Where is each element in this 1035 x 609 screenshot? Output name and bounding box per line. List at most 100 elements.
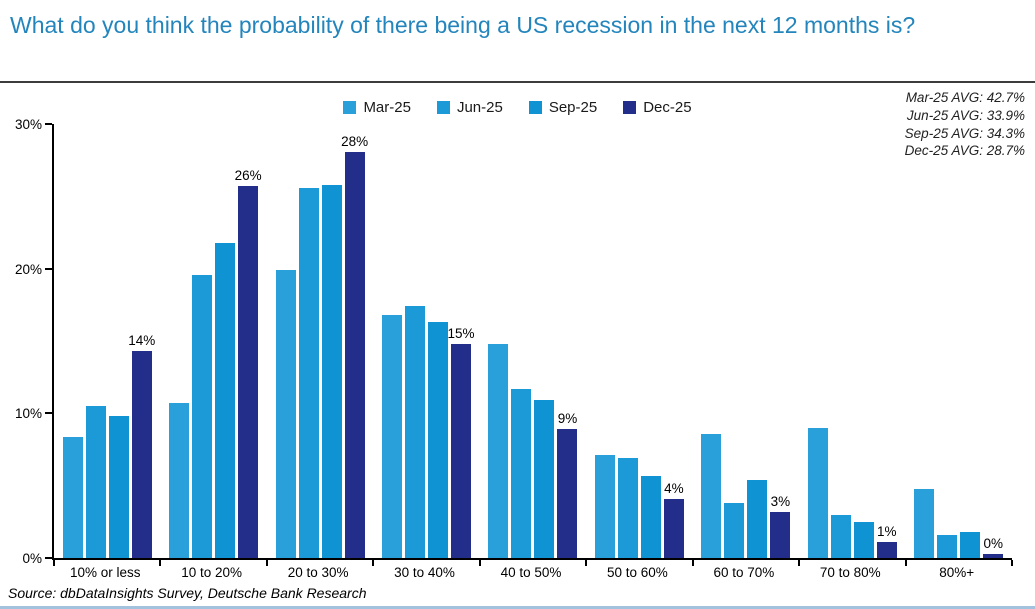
avg-line-mar: Mar-25 AVG: 42.7% (905, 90, 1025, 105)
avg-line-jun: Jun-25 AVG: 33.9% (906, 107, 1025, 123)
bar-sep-25 (321, 184, 342, 558)
plot-area: 14% 26% 28% 15% 9% 4% 3% 1% 0% 0% 10% 20% 30% (15, 117, 1013, 566)
bar-group: 4% (586, 124, 692, 558)
legend-item-sep-25: Sep-25 (528, 99, 598, 116)
bar-jun-25 (405, 306, 426, 558)
bar-cell (534, 124, 555, 558)
chart-title: What do you think the probability of the… (10, 12, 916, 38)
bar-cell (275, 124, 296, 558)
bar-data-label: 28% (341, 133, 369, 149)
y-axis-label: 0% (22, 551, 42, 566)
bar-cell (298, 124, 319, 558)
bar-jun-25 (298, 187, 319, 558)
chart-footer: Source: dbDataInsights Survey, Deutsche … (0, 585, 1035, 609)
bar-cell: 4% (663, 124, 684, 558)
y-axis-label: 10% (14, 406, 42, 422)
bar-cell (807, 124, 828, 558)
x-axis-tick (53, 560, 55, 566)
bar-group: 1% (799, 124, 905, 558)
legend-item-dec-25: Dec-25 (623, 99, 692, 116)
bar-jun-25 (85, 406, 106, 558)
bar-group: 3% (693, 124, 799, 558)
x-axis-tick (265, 560, 268, 566)
bar-group: 28% (267, 124, 373, 558)
bar-data-label: 3% (770, 493, 791, 509)
bar-sep-25 (534, 400, 555, 558)
bar-cell (511, 124, 532, 558)
bar-cell (747, 124, 768, 558)
bar-cell (853, 124, 874, 558)
bar-data-label: 26% (234, 168, 262, 184)
bar-sep-25 (747, 479, 768, 558)
x-axis-tick (585, 560, 588, 566)
bar-cell (960, 124, 981, 558)
bar-jun-25 (511, 388, 532, 558)
bar-group: 15% (373, 124, 479, 558)
bar-cell (594, 124, 615, 558)
bar-cell (405, 124, 426, 558)
x-axis-category-label: 10 to 20% (181, 565, 243, 580)
bar-sep-25 (853, 521, 874, 558)
x-axis-tick (372, 560, 375, 566)
x-axis-tick (691, 560, 694, 566)
bar-cell (914, 124, 935, 558)
bar-jun-25 (830, 514, 851, 558)
legend-label: Dec-25 (643, 99, 692, 116)
x-axis-category-label: 20 to 30% (287, 565, 349, 580)
bar-mar-25 (807, 427, 828, 558)
y-axis-tick (45, 412, 52, 415)
legend-swatch-icon (436, 101, 450, 114)
bar-cell (701, 124, 722, 558)
legend-swatch-icon (623, 101, 637, 114)
bar-cell (321, 124, 342, 558)
bar-cell (617, 124, 638, 558)
bar-data-label: 1% (877, 524, 897, 540)
bar-cell: 15% (448, 124, 475, 558)
bar-dec-25 (876, 542, 897, 558)
x-axis-tick (798, 560, 801, 566)
source-note: Source: dbDataInsights Survey, Deutsche … (8, 585, 367, 601)
bar-group: 9% (480, 124, 586, 558)
bar-cell: 28% (341, 124, 368, 558)
bar-sep-25 (215, 242, 236, 558)
y-axis-tick (45, 267, 52, 270)
legend-label: Sep-25 (548, 99, 598, 116)
bar-cell (108, 124, 129, 558)
bar-dec-25 (131, 351, 152, 558)
average-annotations: Mar-25 AVG: 42.7% Jun-25 AVG: 33.9% Sep-… (905, 89, 1025, 160)
bar-cell: 1% (876, 124, 897, 558)
bar-data-label: 0% (983, 535, 1003, 551)
x-axis-labels: 10% or less 10 to 20% 20 to 30% 30 to 40% 40… (52, 565, 1010, 580)
bar-group: 14% (54, 124, 160, 558)
bar-cell (724, 124, 745, 558)
bar-cell: 9% (557, 124, 578, 558)
bar-mar-25 (701, 433, 722, 558)
chart-header: What do you think the probability of the… (0, 0, 1035, 83)
x-axis-tick (904, 560, 907, 566)
avg-line-sep: Sep-25 AVG: 34.3% (904, 125, 1025, 141)
x-axis-category-label: 40 to 50% (500, 565, 562, 580)
x-axis-tick (478, 560, 481, 566)
bar-dec-25 (238, 186, 259, 558)
bar-cell (428, 124, 449, 558)
bar-jun-25 (724, 503, 745, 558)
y-axis-tick (45, 123, 52, 125)
bar-cell: 0% (983, 124, 1004, 558)
bar-jun-25 (192, 274, 213, 558)
bar-data-label: 9% (557, 411, 578, 427)
x-axis-category-label: 60 to 70% (713, 565, 775, 580)
chart-region: Mar-25 Jun-25 Sep-25 Dec-25 Mar-25 AVG: … (0, 83, 1035, 583)
bar-dec-25 (344, 151, 365, 558)
y-axis-label: 20% (14, 261, 42, 277)
bar-sep-25 (428, 322, 449, 558)
bar-cell: 26% (235, 124, 262, 558)
bar-data-label: 14% (128, 333, 156, 349)
legend-label: Jun-25 (456, 99, 503, 116)
legend: Mar-25 Jun-25 Sep-25 Dec-25 (0, 99, 1035, 116)
bar-sep-25 (108, 416, 129, 558)
bar-cell: 3% (770, 124, 791, 558)
x-axis-tick (159, 560, 162, 566)
y-axis-label: 30% (14, 117, 42, 132)
bar-cell (215, 124, 236, 558)
